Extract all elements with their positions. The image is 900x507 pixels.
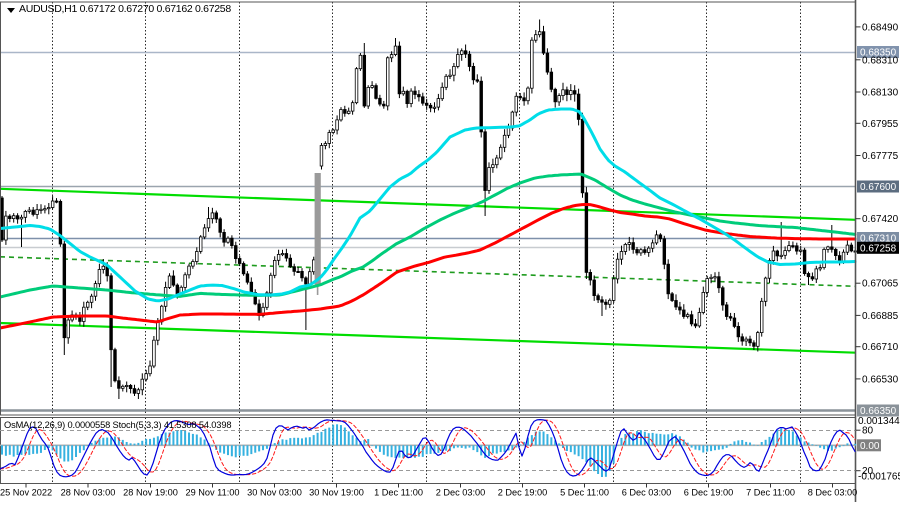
svg-text:AUDUSD,H1 0.67172 0.67270 0.6: AUDUSD,H1 0.67172 0.67270 0.67162 0.6725… xyxy=(19,3,231,15)
svg-text:2 Dec 03:00: 2 Dec 03:00 xyxy=(436,488,486,498)
svg-text:-0.0017651: -0.0017651 xyxy=(858,472,900,483)
svg-text:0.68310: 0.68310 xyxy=(862,55,899,66)
svg-text:1 Dec 11:00: 1 Dec 11:00 xyxy=(374,488,423,498)
svg-text:0.00: 0.00 xyxy=(860,441,880,452)
svg-text:0.66350: 0.66350 xyxy=(860,406,897,417)
svg-text:0.66530: 0.66530 xyxy=(862,374,899,385)
svg-text:6 Dec 03:00: 6 Dec 03:00 xyxy=(622,488,672,498)
svg-text:20: 20 xyxy=(862,466,874,477)
svg-text:29 Nov 11:00: 29 Nov 11:00 xyxy=(186,488,240,498)
svg-text:0.67420: 0.67420 xyxy=(862,214,899,225)
svg-text:7 Dec 11:00: 7 Dec 11:00 xyxy=(746,488,795,498)
svg-text:0.68490: 0.68490 xyxy=(862,22,899,33)
svg-text:0.67065: 0.67065 xyxy=(862,279,899,290)
svg-text:30 Nov 19:00: 30 Nov 19:00 xyxy=(309,488,364,498)
svg-text:OsMA(12,26,9) 0.0000558 Stoch: OsMA(12,26,9) 0.0000558 Stoch(5,3,3) 41.… xyxy=(4,420,231,430)
svg-text:0.66885: 0.66885 xyxy=(862,311,899,322)
svg-text:80: 80 xyxy=(862,426,874,437)
svg-text:2 Dec 19:00: 2 Dec 19:00 xyxy=(498,488,548,498)
svg-text:0.67955: 0.67955 xyxy=(862,119,899,130)
svg-text:0.67600: 0.67600 xyxy=(860,182,897,193)
svg-text:30 Nov 03:00: 30 Nov 03:00 xyxy=(247,488,302,498)
svg-text:28 Nov 03:00: 28 Nov 03:00 xyxy=(61,488,116,498)
svg-text:0.68130: 0.68130 xyxy=(862,88,899,99)
svg-text:5 Dec 11:00: 5 Dec 11:00 xyxy=(560,488,609,498)
svg-text:25 Nov 2022: 25 Nov 2022 xyxy=(0,488,52,498)
svg-text:0.0013442: 0.0013442 xyxy=(858,416,900,427)
svg-text:0.67310: 0.67310 xyxy=(860,234,897,245)
svg-text:0.67258: 0.67258 xyxy=(860,243,897,254)
svg-text:0.67775: 0.67775 xyxy=(862,151,899,162)
svg-text:6 Dec 19:00: 6 Dec 19:00 xyxy=(684,488,734,498)
svg-text:0.68350: 0.68350 xyxy=(860,48,897,59)
svg-text:0.66710: 0.66710 xyxy=(862,342,899,353)
svg-text:28 Nov 19:00: 28 Nov 19:00 xyxy=(123,488,178,498)
svg-text:8 Dec 03:00: 8 Dec 03:00 xyxy=(808,488,858,498)
